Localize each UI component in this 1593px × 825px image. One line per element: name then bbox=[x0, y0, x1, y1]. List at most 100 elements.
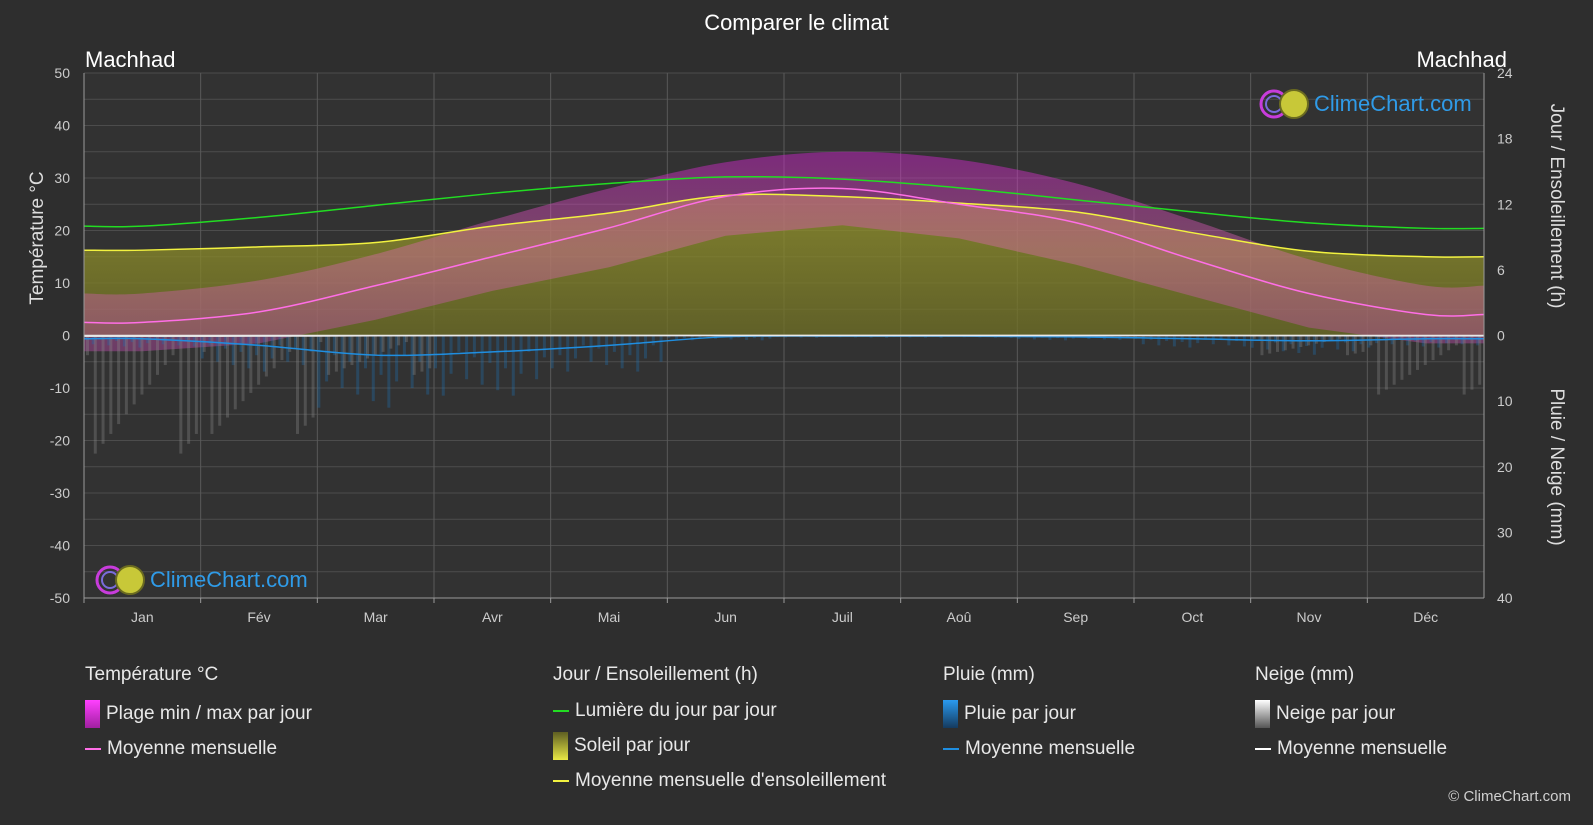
legend-item-sun-mean: Moyenne mensuelle d'ensoleillement bbox=[553, 770, 886, 792]
snow-day-bar bbox=[1291, 335, 1295, 349]
climechart-logo-icon bbox=[95, 565, 145, 595]
month-label: Aoû bbox=[947, 609, 972, 625]
snow-day-bar bbox=[1384, 335, 1388, 390]
rain-day-bar bbox=[1032, 335, 1036, 340]
left-tick-label: 0 bbox=[62, 328, 70, 344]
rain-day-bar bbox=[760, 335, 764, 341]
snow-day-bar bbox=[249, 335, 253, 393]
rain-day-bar bbox=[698, 335, 702, 339]
snow-day-bar bbox=[264, 335, 268, 377]
legend-label: Moyenne mensuelle bbox=[1277, 738, 1448, 759]
rain-mean-swatch bbox=[943, 748, 959, 750]
rain-day-bar bbox=[620, 335, 624, 369]
snow-day-bar bbox=[132, 335, 136, 405]
legend-item-daylight: Lumière du jour par jour bbox=[553, 700, 886, 722]
snow-day-bar bbox=[86, 335, 89, 356]
month-label: Jan bbox=[131, 609, 154, 625]
snow-day-bar bbox=[1454, 335, 1458, 346]
month-label: Avr bbox=[482, 609, 503, 625]
rain-day-bar bbox=[667, 335, 671, 338]
snow-day-bar bbox=[311, 335, 315, 418]
rain-day-bar bbox=[154, 335, 157, 339]
rain-day-bar bbox=[1437, 335, 1441, 348]
climate-chart: 50 40 30 20 10 0 -10 -20 -30 -40 -50 24 18 12 6 0 10 20 30… bbox=[27, 65, 1567, 625]
rain-day-bar bbox=[768, 335, 772, 339]
snow-day-bar bbox=[233, 335, 237, 410]
rain-day-bar bbox=[332, 335, 336, 356]
rain-day-bar bbox=[1336, 335, 1340, 350]
snow-day-bar bbox=[296, 335, 299, 434]
snow-day-bar bbox=[1330, 335, 1334, 341]
location-right: Machhad bbox=[1416, 47, 1507, 72]
snow-day-bar bbox=[327, 335, 331, 375]
rain-day-bar bbox=[535, 335, 539, 380]
rain-day-bar bbox=[745, 335, 749, 340]
snow-day-bar bbox=[373, 335, 377, 356]
tick-labels: 50 40 30 20 10 0 -10 -20 -30 -40 -50 24 18 12 6 0 10 20 30… bbox=[50, 65, 1513, 625]
rain-day-bar bbox=[1219, 335, 1223, 340]
rain-day-bar bbox=[371, 335, 375, 402]
temperature-mean-line bbox=[83, 187, 1485, 324]
rain-day-bar bbox=[301, 335, 305, 366]
snow-day-bar bbox=[1447, 335, 1451, 351]
right-bottom-tick-label: 10 bbox=[1497, 393, 1513, 409]
left-tick-label: -10 bbox=[50, 380, 70, 396]
temp-range-swatch bbox=[85, 700, 100, 728]
rain-day-bar bbox=[294, 335, 297, 349]
month-label: Mar bbox=[364, 609, 388, 625]
right-bottom-tick-label: 40 bbox=[1497, 590, 1513, 606]
rain-day-bar bbox=[1312, 335, 1316, 355]
rain-day-bar bbox=[185, 335, 189, 341]
rain-day-bar bbox=[348, 335, 352, 362]
logo-top[interactable]: ClimeChart.com bbox=[1258, 87, 1472, 121]
rain-day-bar bbox=[1126, 335, 1130, 339]
rain-day-bar bbox=[1266, 335, 1270, 350]
snow-day-bar bbox=[358, 335, 362, 362]
rain-day-bar bbox=[496, 335, 500, 391]
snow-day-bar bbox=[1322, 335, 1326, 343]
rain-day-bar bbox=[1406, 335, 1410, 346]
rain-day-bar bbox=[566, 335, 570, 372]
axes bbox=[83, 73, 1485, 603]
legend-item-snow-daily: Neige par jour bbox=[1255, 700, 1447, 728]
month-label: Oct bbox=[1181, 609, 1203, 625]
snow-day-bar bbox=[1470, 335, 1474, 390]
rain-day-bar bbox=[340, 335, 344, 388]
snow-day-bar bbox=[109, 335, 113, 434]
rain-day-bar bbox=[216, 335, 220, 362]
left-tick-label: 10 bbox=[54, 275, 70, 291]
legend-header-temperature: Température °C bbox=[85, 664, 219, 685]
legend-label: Neige par jour bbox=[1276, 703, 1396, 724]
month-label: Mai bbox=[598, 609, 621, 625]
legend-item-sunshine: Soleil par jour bbox=[553, 732, 886, 760]
snow-day-bar bbox=[257, 335, 261, 385]
snow-day-bar bbox=[1431, 335, 1435, 361]
climechart-logo-icon bbox=[1259, 89, 1309, 119]
snow-day-bar bbox=[1408, 335, 1412, 375]
rain-day-bar bbox=[200, 335, 204, 359]
rain-day-bar bbox=[441, 335, 445, 396]
snow-day-bar bbox=[93, 335, 97, 454]
right-top-tick-label: 12 bbox=[1497, 196, 1513, 212]
snow-day-bar bbox=[350, 335, 354, 366]
rain-day-bar bbox=[1250, 335, 1254, 348]
rain-day-bar bbox=[1227, 335, 1231, 346]
logo-text: ClimeChart.com bbox=[150, 567, 308, 592]
legend-snow: Neige (mm) Neige par jour Moyenne mensue… bbox=[1255, 664, 1447, 760]
chart-title: Comparer le climat bbox=[704, 10, 889, 35]
legend-rain: Pluie (mm) Pluie par jour Moyenne mensue… bbox=[943, 664, 1135, 760]
rain-day-bar bbox=[1048, 335, 1052, 340]
rain-day-bar bbox=[1188, 335, 1192, 348]
rain-day-bar bbox=[169, 335, 173, 340]
rain-day-bar bbox=[605, 335, 609, 366]
snow-day-bar bbox=[1416, 335, 1419, 370]
rain-day-bar bbox=[395, 335, 399, 382]
logo-bottom[interactable]: ClimeChart.com bbox=[94, 563, 308, 597]
daylight-line bbox=[83, 175, 1485, 230]
snow-day-bar bbox=[420, 335, 424, 372]
snow-day-bar bbox=[303, 335, 307, 426]
rain-day-bar bbox=[1141, 335, 1145, 345]
rain-day-bar bbox=[122, 335, 126, 347]
snow-day-bar bbox=[210, 335, 214, 434]
left-tick-label: -40 bbox=[50, 538, 70, 554]
